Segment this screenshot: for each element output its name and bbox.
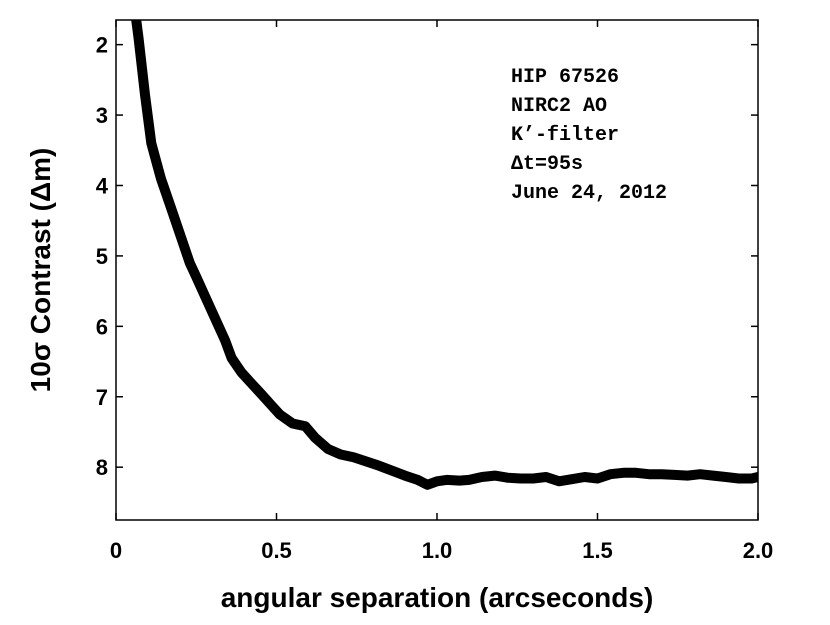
x-tick-label: 0 [110,538,122,563]
y-axis-label: 10σ Contrast (Δm) [25,148,56,393]
y-tick-label: 5 [96,244,108,269]
annotation-line: K’-filter [511,124,619,147]
axis-ticks [115,20,759,520]
x-tick-label: 1.5 [582,538,613,563]
annotation-line: Δt=95s [511,153,583,176]
y-tick-label: 6 [96,314,108,339]
plot-area-frame [115,19,759,521]
x-tick-label: 2.0 [743,538,774,563]
contrast-curve-line [131,20,758,490]
x-tick-label: 0.5 [261,538,292,563]
y-tick-label: 7 [96,385,108,410]
annotation-line: NIRC2 AO [511,95,607,118]
annotation-line: June 24, 2012 [511,182,667,205]
y-tick-label: 8 [96,455,108,480]
y-tick-label: 2 [96,33,108,58]
y-tick-label: 3 [96,103,108,128]
x-axis-label: angular separation (arcseconds) [221,582,654,613]
axis-tick-labels: 0 0.5 1.0 1.5 2.0 2 3 4 5 6 7 8 [96,33,774,563]
x-tick-label: 1.0 [422,538,453,563]
y-tick-label: 4 [96,173,109,198]
observation-annotations: HIP 67526 NIRC2 AO K’-filter Δt=95s June 24,… [511,66,667,205]
annotation-line: HIP 67526 [511,66,619,89]
